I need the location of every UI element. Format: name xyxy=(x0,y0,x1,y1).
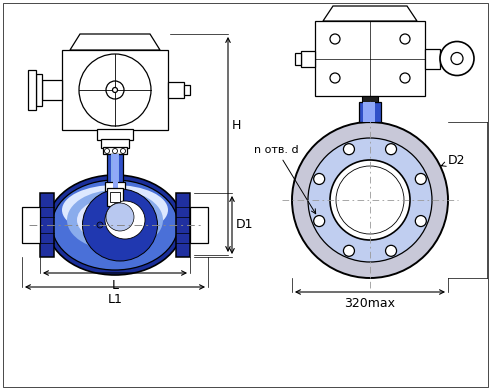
Circle shape xyxy=(415,174,426,184)
Ellipse shape xyxy=(47,175,183,275)
Bar xyxy=(22,207,40,243)
Ellipse shape xyxy=(67,190,163,250)
Bar xyxy=(363,102,375,122)
Text: n отв. d: n отв. d xyxy=(254,145,316,214)
Circle shape xyxy=(415,216,426,227)
Bar xyxy=(62,50,168,130)
Ellipse shape xyxy=(105,201,145,239)
Circle shape xyxy=(336,166,404,234)
Text: H: H xyxy=(232,119,242,132)
Ellipse shape xyxy=(106,203,134,231)
Circle shape xyxy=(112,87,117,92)
Circle shape xyxy=(330,34,340,44)
Circle shape xyxy=(400,34,410,44)
Circle shape xyxy=(330,160,410,240)
Circle shape xyxy=(79,54,151,126)
Bar xyxy=(107,154,123,188)
Bar xyxy=(184,85,190,95)
Circle shape xyxy=(308,138,432,262)
Bar xyxy=(110,192,120,202)
Text: D1: D1 xyxy=(236,218,253,232)
Circle shape xyxy=(120,149,126,154)
Bar xyxy=(101,139,129,148)
Circle shape xyxy=(440,41,474,76)
Bar xyxy=(97,129,133,140)
Circle shape xyxy=(343,144,355,155)
Bar xyxy=(113,154,118,188)
Polygon shape xyxy=(28,70,36,110)
Bar xyxy=(111,154,119,188)
Circle shape xyxy=(314,216,325,227)
Circle shape xyxy=(292,122,448,278)
Circle shape xyxy=(385,245,397,256)
Bar xyxy=(103,147,127,154)
Bar xyxy=(301,50,315,67)
Bar xyxy=(425,48,440,69)
Polygon shape xyxy=(70,34,160,50)
Bar xyxy=(42,80,62,100)
Polygon shape xyxy=(36,74,42,106)
Circle shape xyxy=(112,149,117,154)
Ellipse shape xyxy=(62,185,168,235)
Bar xyxy=(168,82,184,98)
Circle shape xyxy=(343,245,355,256)
Circle shape xyxy=(106,81,124,99)
Text: D2: D2 xyxy=(441,154,465,167)
Circle shape xyxy=(451,53,463,64)
Bar xyxy=(176,193,190,257)
Bar xyxy=(295,53,301,64)
Ellipse shape xyxy=(52,180,178,270)
Circle shape xyxy=(105,149,109,154)
Circle shape xyxy=(314,174,325,184)
Circle shape xyxy=(97,222,103,228)
Bar xyxy=(440,53,446,64)
Text: L1: L1 xyxy=(108,293,122,306)
Text: 320max: 320max xyxy=(345,297,395,310)
Bar xyxy=(107,188,123,206)
Bar xyxy=(40,193,54,257)
Text: L: L xyxy=(111,279,118,292)
Ellipse shape xyxy=(82,189,158,261)
Circle shape xyxy=(330,73,340,83)
Polygon shape xyxy=(323,6,417,21)
Bar xyxy=(315,21,425,96)
Circle shape xyxy=(400,73,410,83)
Ellipse shape xyxy=(77,197,153,243)
Bar xyxy=(359,102,381,122)
Bar xyxy=(362,96,378,102)
Bar xyxy=(105,182,125,192)
Circle shape xyxy=(385,144,397,155)
Bar xyxy=(190,207,208,243)
